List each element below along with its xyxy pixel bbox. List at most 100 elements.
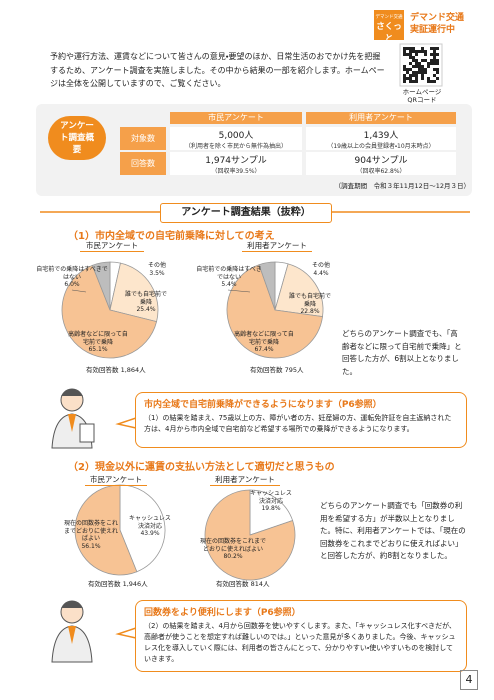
value-label: 5.4% xyxy=(221,281,237,288)
qr-cell xyxy=(424,59,427,62)
qr-cell xyxy=(406,47,409,50)
callout-tail xyxy=(115,417,137,429)
category-label: 高齢者などに限って自宅前で乗降 xyxy=(234,331,294,346)
qr-cell xyxy=(409,56,412,59)
qr-cell xyxy=(415,77,418,80)
question-heading: （2）現金以外に運賃の支払い方法として適切だと思うもの xyxy=(68,462,335,473)
value-label: 4.4% xyxy=(313,269,329,277)
qr-cell xyxy=(430,47,433,50)
pie-slice xyxy=(61,264,158,359)
subtitle: 実証運行中 xyxy=(410,25,456,35)
qr-cell xyxy=(430,80,433,83)
qr-cell xyxy=(406,71,409,74)
text: ホームページ xyxy=(402,88,442,96)
qr-cell xyxy=(433,59,436,62)
value-label: 3.5% xyxy=(149,269,165,277)
qr-cell xyxy=(433,56,436,59)
qr-cell xyxy=(421,50,424,53)
qr-cell xyxy=(421,77,424,80)
qr-cell xyxy=(436,71,439,74)
summary-note: （調査期間 令和３年11月12日～12月３日） xyxy=(334,182,470,190)
qr-cell xyxy=(421,71,424,74)
callout: 市内全域で自宅前乗降ができるようになります（P6参照） （1）の結果を踏まえ、75… xyxy=(135,392,467,448)
leader-line xyxy=(227,289,251,293)
slice-label: その他 3.5% xyxy=(140,262,174,277)
footnote: 有効回答数 1,864人 xyxy=(86,366,146,374)
qr-cell xyxy=(418,68,421,71)
qr-cell xyxy=(436,59,439,62)
column-header: 利用者アンケート xyxy=(306,112,456,124)
qr-cell xyxy=(403,68,406,71)
qr-cell xyxy=(430,62,433,65)
title: デマンド交通 xyxy=(410,13,465,23)
qr-code xyxy=(399,43,443,87)
badge: デマンド交通 さくっと xyxy=(374,10,404,44)
qr-cell xyxy=(403,77,406,80)
footnote: 有効回答数 1,946人 xyxy=(88,580,148,588)
slice-label: 誰でも自宅前で乗降 22.8% xyxy=(288,293,332,316)
qr-cell xyxy=(436,62,439,65)
qr-cell xyxy=(409,68,412,71)
slice-label: キャッシュレス決済対応 43.9% xyxy=(128,515,172,538)
qr-cell xyxy=(403,50,406,53)
qr-cell xyxy=(427,65,430,68)
qr-cell xyxy=(433,53,436,56)
qr-cell xyxy=(415,74,418,77)
row-header: 対象数 xyxy=(120,127,166,150)
sub: （利用者を除く市民から無作為抽出） xyxy=(184,142,287,150)
person-icon xyxy=(51,388,95,449)
main: 1,439人 xyxy=(363,130,399,141)
callout-title: 回数券をより便利にします（P6参照） xyxy=(144,608,301,618)
pie-slice xyxy=(258,261,276,311)
slice-label: 高齢者などに限って自宅前で乗降 67.4% xyxy=(232,331,296,354)
question-note: どちらのアンケート調査でも「回数券の利用を希望する方」が半数以上となりました。特… xyxy=(320,501,466,560)
qr-cell xyxy=(418,65,421,68)
chart-title: 市民アンケート xyxy=(85,474,147,486)
qr-cell xyxy=(412,50,415,53)
value-label: 65.1% xyxy=(88,346,108,353)
qr-cell xyxy=(421,68,424,71)
pie-slice xyxy=(91,261,111,311)
qr-cell xyxy=(412,80,415,83)
value-label: 19.8% xyxy=(261,505,281,512)
category-label: その他 xyxy=(147,262,166,269)
qr-cell xyxy=(412,47,415,50)
person-icon xyxy=(51,600,93,663)
sub: （回収率39.5%） xyxy=(211,167,261,175)
text: アンケート調査概要 xyxy=(59,121,94,155)
value-label: 56.1% xyxy=(81,542,101,550)
qr-cell xyxy=(409,50,412,53)
question-note: どちらのアンケート調査でも、「高齢者などに限って自宅前で乗降」と回答した方が、6… xyxy=(342,329,462,376)
qr-cell xyxy=(433,74,436,77)
value-label: 67.4% xyxy=(254,346,274,353)
qr-cell xyxy=(415,53,418,56)
qr-cell xyxy=(418,62,421,65)
main: 5,000人 xyxy=(218,130,254,141)
qr-cell xyxy=(421,65,424,68)
qr-cell xyxy=(433,50,436,53)
value-label: 22.8% xyxy=(300,308,320,315)
footnote: 有効回答数 795人 xyxy=(250,366,304,374)
pie-slice xyxy=(204,489,296,581)
value-label: 25.4% xyxy=(136,306,156,313)
qr-cell xyxy=(415,59,418,62)
pie-slice xyxy=(109,262,159,323)
slice-label: キャッシュレス決済対応 19.8% xyxy=(248,490,294,513)
cell: 904サンプル （回収率62.8%） xyxy=(306,152,456,175)
value-label: 6.0% xyxy=(64,281,80,288)
row-header: 回答数 xyxy=(120,152,166,175)
category-label: 自宅前での乗降はすべきではない xyxy=(196,266,262,281)
qr-cell xyxy=(436,77,439,80)
qr-cell xyxy=(415,65,418,68)
category-label: 誰でも自宅前で乗降 xyxy=(124,291,167,306)
section-title: アンケート調査結果（抜粋） xyxy=(160,203,332,223)
qr-cell xyxy=(409,77,412,80)
qr-cell xyxy=(424,50,427,53)
callout-body: （2）の結果を踏まえ、4月から回数券を使いやすくします。また、「キャッシュレス化… xyxy=(144,622,456,663)
qr-cell xyxy=(412,59,415,62)
qr-cell xyxy=(433,80,436,83)
value-label: 80.2% xyxy=(223,553,243,560)
cell: 1,439人 （19歳以上の会員登録者・10月末時点） xyxy=(306,127,456,150)
